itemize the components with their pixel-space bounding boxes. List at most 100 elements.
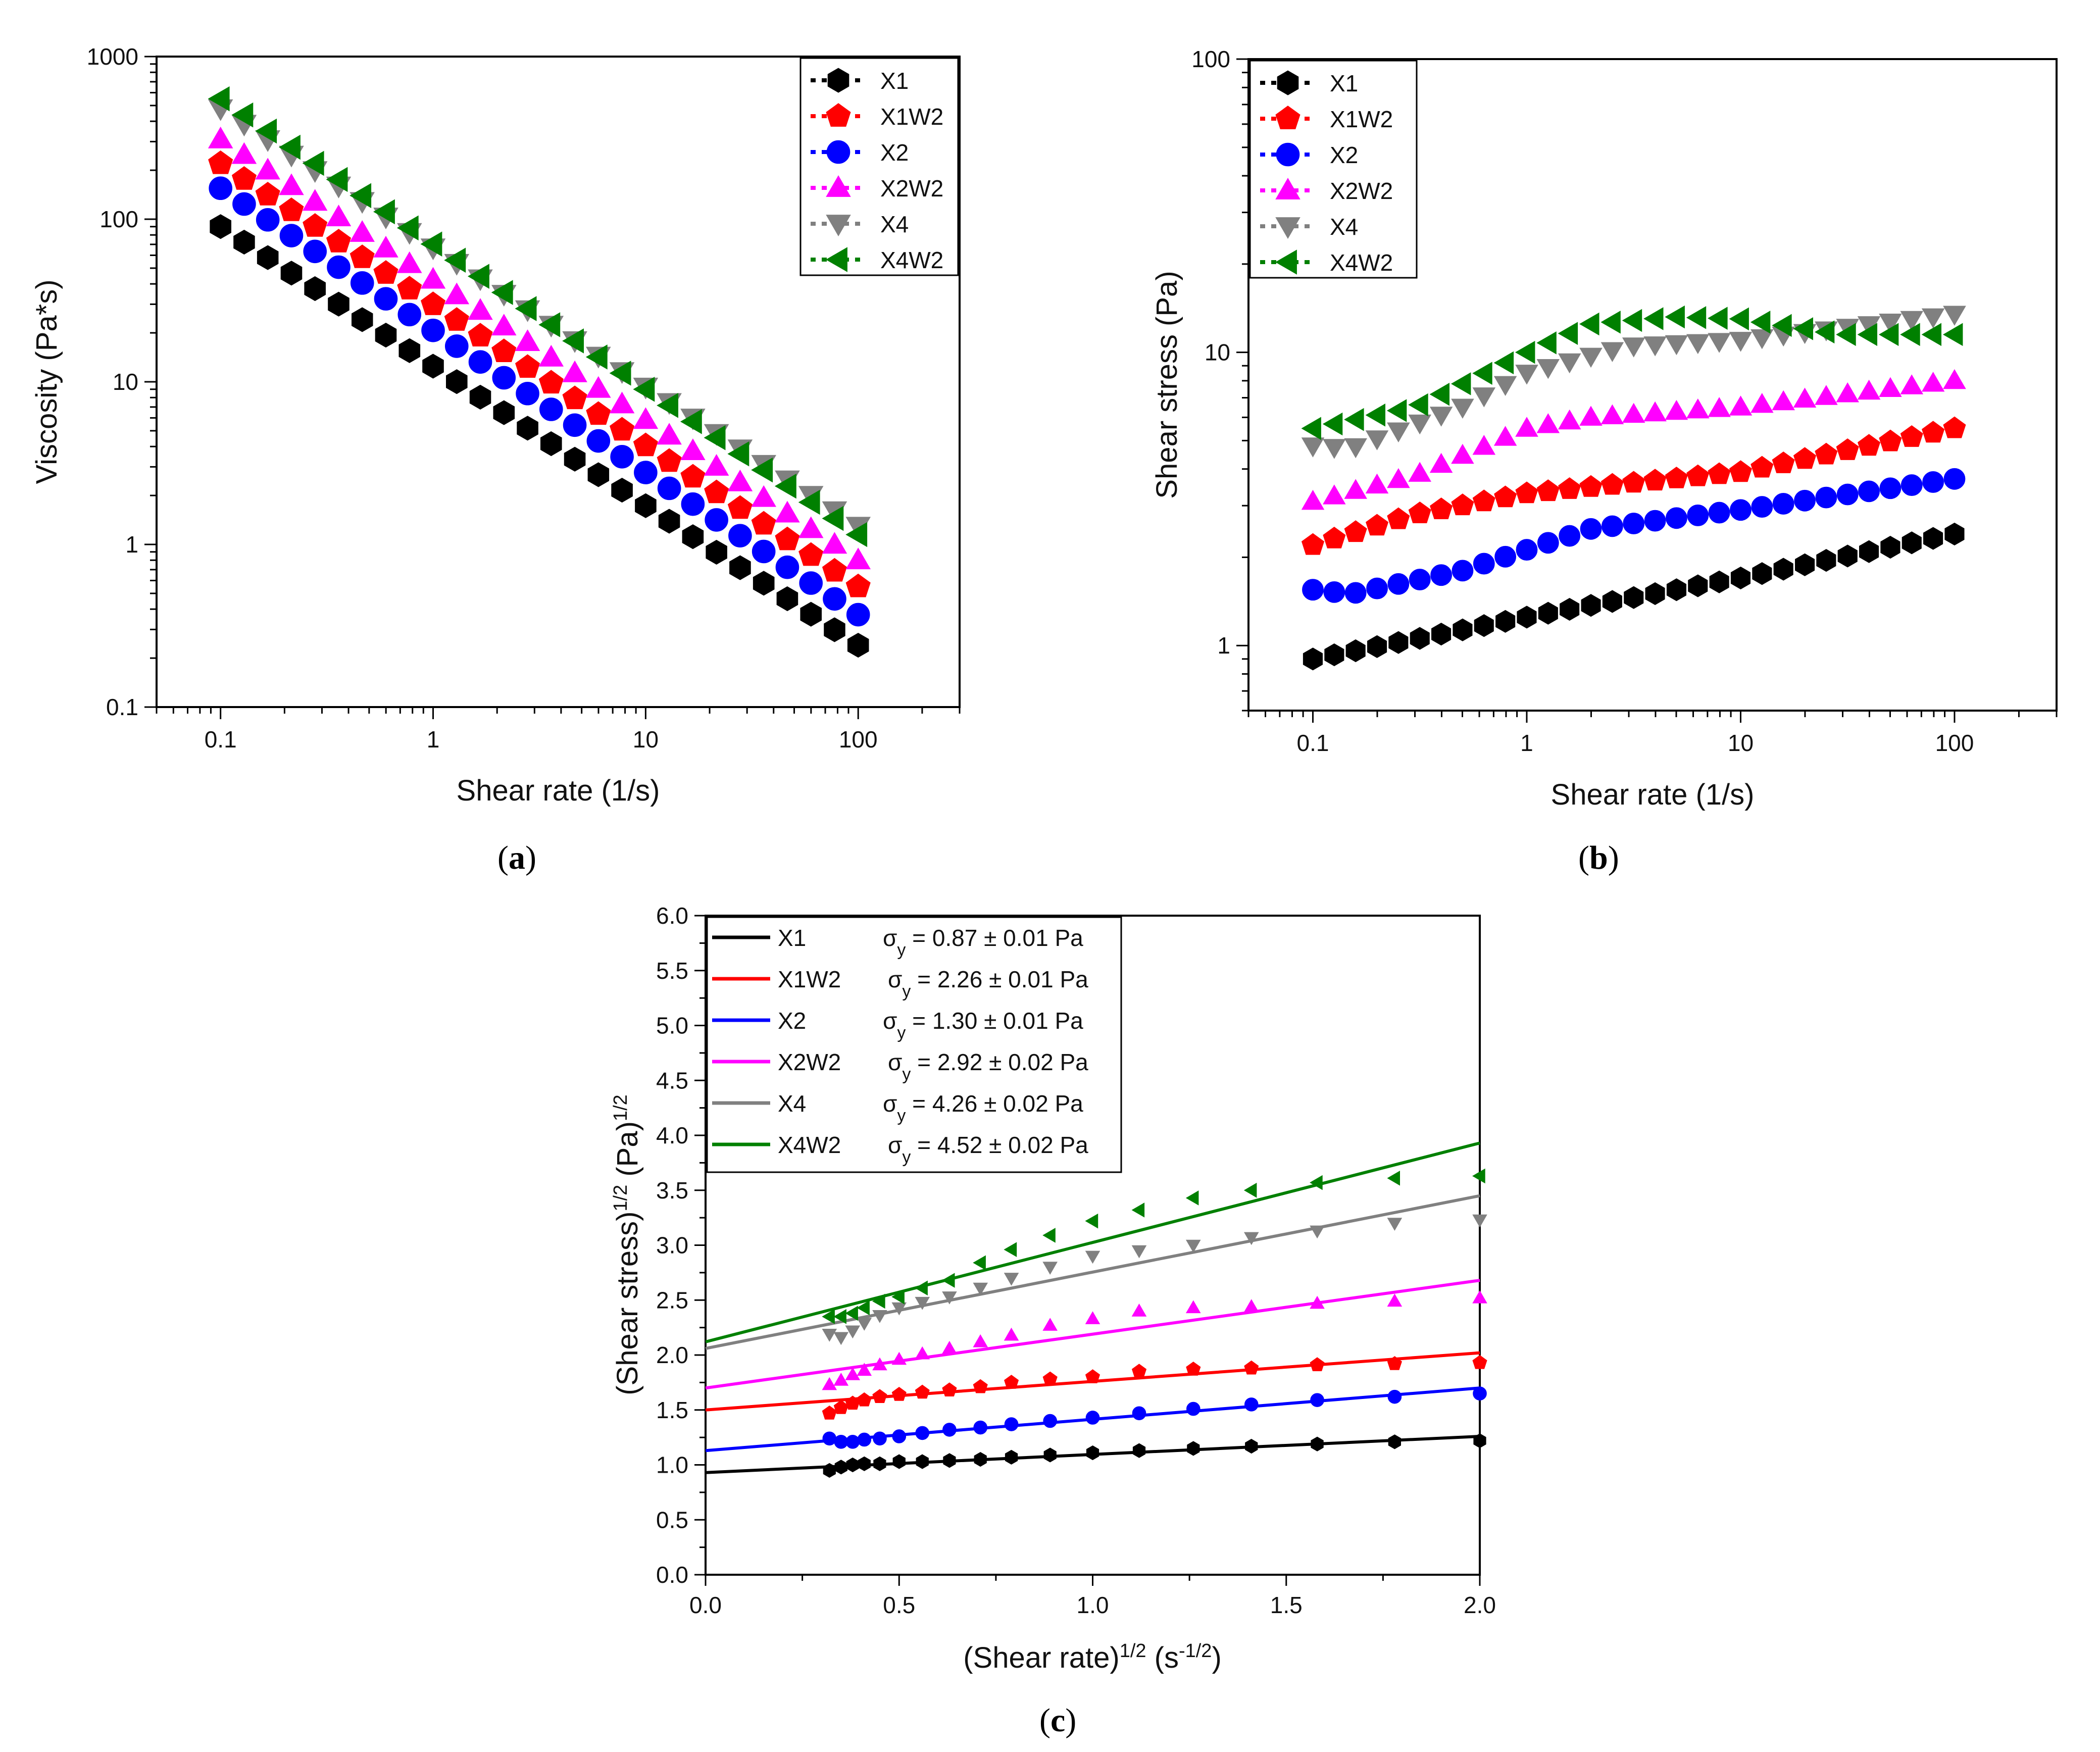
chart-b-point (1921, 308, 1945, 329)
chart-a-point (846, 603, 870, 627)
chart-c-y-label-sup: 1/2 (610, 1185, 631, 1212)
chart-a-point (208, 150, 233, 174)
chart-c-point (915, 1280, 928, 1296)
chart-c-point (1085, 1250, 1101, 1264)
chart-c-x-label-unit: (s (1146, 1641, 1179, 1674)
chart-a-point (845, 573, 871, 597)
chart-c-y-tick-label: 6.0 (656, 903, 688, 929)
chart-b-point (1772, 493, 1794, 515)
chart-a-point (680, 464, 706, 488)
chart-a-point (845, 522, 868, 547)
chart-c-legend-sigma-sub: y (897, 1106, 906, 1125)
chart-c-point (1310, 1175, 1323, 1190)
chart-a-ticks: 0.1 1 10 100 0.1 1 10 100 1000 (87, 43, 961, 753)
chart-b-point (1773, 558, 1793, 581)
chart-c-x-tick-label: 1.5 (1270, 1592, 1303, 1618)
chart-a-point (278, 134, 301, 160)
chart-b-point (1429, 407, 1453, 427)
chart-b-point (1879, 314, 1902, 334)
chart-b-x-tick-label: 0.1 (1297, 730, 1329, 756)
chart-b-point (1301, 417, 1321, 440)
chart-a-point (444, 307, 469, 331)
chart-b-point (1815, 486, 1837, 509)
chart-b-point (1386, 399, 1407, 422)
chart-b-point (1879, 377, 1902, 397)
chart-a-point (515, 296, 537, 321)
chart-b-point (1686, 464, 1710, 486)
chart-a-point (680, 438, 706, 460)
chart-a-point (375, 323, 397, 348)
chart-b-point (1366, 577, 1388, 599)
chart-b-point (1494, 545, 1517, 568)
chart-a-point (326, 167, 348, 192)
chart-b-legend-marker-x2w2 (1275, 177, 1301, 199)
chart-c-point (1042, 1318, 1058, 1331)
chart-c-point (845, 1367, 861, 1380)
chart-c-legend-sigma: σ (888, 1049, 902, 1075)
chart-b-point (1430, 564, 1452, 586)
chart-b-point (1665, 305, 1685, 329)
chart-a-point (633, 407, 659, 429)
chart-b-point (1429, 382, 1449, 406)
chart-c-point (1185, 1190, 1199, 1206)
chart-b-point (1473, 553, 1495, 575)
chart-a-point (303, 213, 328, 237)
chart-b-point (1793, 387, 1817, 408)
chart-b-point (1365, 430, 1389, 450)
chart-a-point (704, 425, 726, 450)
chart-c-legend-sigma-value: = 2.26 ± 0.01 Pa (911, 966, 1088, 992)
chart-b-legend-marker-x2 (1276, 142, 1300, 167)
chart-c-point (822, 1377, 837, 1390)
chart-c-y-tick-label: 4.0 (656, 1122, 688, 1148)
chart-b-point (1410, 627, 1430, 650)
chart-b-point (1644, 510, 1666, 532)
chart-c-legend-yield-x1w2: σy = 2.26 ± 0.01 Pa (888, 966, 1088, 1001)
chart-c-point (942, 1423, 957, 1437)
chart-c-point (873, 1431, 887, 1446)
chart-a-point (657, 476, 681, 500)
chart-c-point (1473, 1433, 1486, 1448)
chart-a-x-tick-label: 0.1 (205, 726, 237, 753)
chart-b-point (1623, 513, 1645, 534)
chart-b-point (1495, 610, 1516, 633)
chart-c-point (1243, 1299, 1259, 1312)
chart-b-point (1323, 526, 1346, 548)
chart-c-legend-box (706, 916, 1122, 1173)
chart-b-point (1408, 393, 1428, 417)
chart-b-point (1537, 532, 1559, 554)
chart-c-point (833, 1309, 846, 1324)
chart-c-y-tick-label: 5.0 (656, 1013, 688, 1039)
chart-b-point (1708, 462, 1731, 484)
chart-c-legend-sigma-sub: y (902, 1065, 911, 1084)
chart-a-point (397, 251, 422, 273)
chart-c-y-axis-label: (Shear stress)1/2 (Pa)1/2 (610, 1094, 644, 1395)
chart-c-point (1004, 1417, 1019, 1431)
chart-b-point (1602, 590, 1622, 613)
chart-b-point (1837, 544, 1858, 568)
chart-c-point (1132, 1406, 1146, 1421)
chart-b-point (1303, 647, 1323, 671)
chart-b-point (1622, 309, 1642, 332)
chart-a-x-axis-label: Shear rate (1/s) (457, 774, 660, 807)
chart-a-point (822, 506, 844, 531)
chart-c-y-label-main: (Shear stress) (611, 1212, 644, 1395)
chart-a-point (280, 261, 303, 286)
chart-b-point (1751, 496, 1773, 518)
chart-a-point (469, 384, 491, 410)
chart-c-x-tick-label: 0.0 (689, 1592, 722, 1618)
chart-a-point (539, 397, 563, 421)
chart-b-point (1943, 416, 1966, 438)
chart-a-legend-marker-x2 (826, 140, 851, 164)
chart-b-point (1836, 438, 1859, 460)
chart-a-x-tick-label: 1 (427, 726, 440, 753)
chart-b-point (1858, 434, 1881, 456)
chart-a-point (350, 271, 374, 295)
chart-a-point (468, 323, 493, 346)
chart-b-point (1879, 429, 1902, 452)
chart-c-point (1473, 1386, 1487, 1400)
chart-b-point (1451, 372, 1471, 395)
chart-c-point (1132, 1443, 1146, 1458)
chart-a-point (257, 245, 279, 270)
chart-b-point (1558, 477, 1581, 499)
chart-a-point (446, 369, 468, 394)
